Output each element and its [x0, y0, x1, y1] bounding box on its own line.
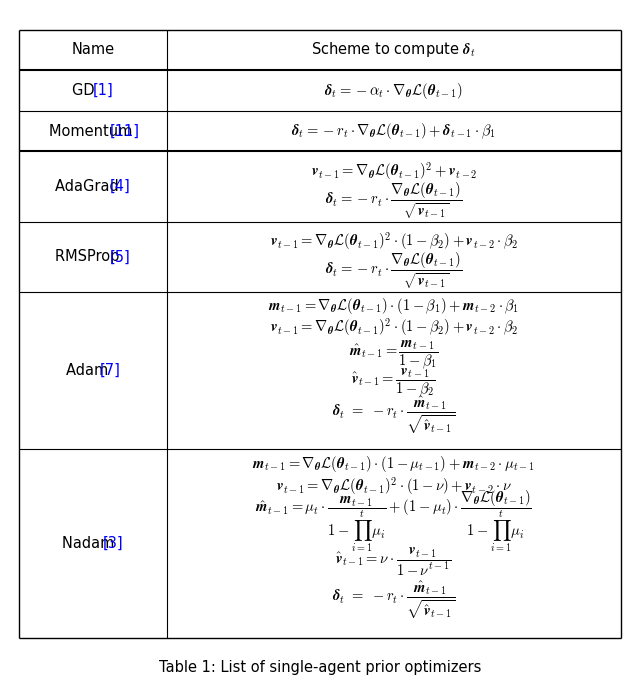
Text: $\boldsymbol{v}_{t-1} = \nabla_{\boldsymbol{\theta}}\mathcal{L}(\boldsymbol{\the: $\boldsymbol{v}_{t-1} = \nabla_{\boldsym…: [310, 160, 477, 182]
Text: $\hat{\boldsymbol{v}}_{t-1} = \nu \cdot \dfrac{\boldsymbol{v}_{t-1}}{1 - \nu^{t-: $\hat{\boldsymbol{v}}_{t-1} = \nu \cdot …: [335, 546, 452, 578]
Text: [1]: [1]: [93, 83, 114, 98]
Text: Scheme to compute $\boldsymbol{\delta}_t$: Scheme to compute $\boldsymbol{\delta}_t…: [311, 41, 476, 59]
Text: AdaGrad: AdaGrad: [56, 179, 124, 194]
Text: $\boldsymbol{m}_{t-1} = \nabla_{\boldsymbol{\theta}}\mathcal{L}(\boldsymbol{\the: $\boldsymbol{m}_{t-1} = \nabla_{\boldsym…: [252, 454, 535, 474]
Text: [11]: [11]: [110, 124, 140, 139]
Text: Table 1: List of single-agent prior optimizers: Table 1: List of single-agent prior opti…: [159, 660, 481, 675]
Text: $\boldsymbol{m}_{t-1} = \nabla_{\boldsymbol{\theta}}\mathcal{L}(\boldsymbol{\the: $\boldsymbol{m}_{t-1} = \nabla_{\boldsym…: [268, 296, 519, 316]
Text: $\hat{\boldsymbol{m}}_{t-1} = \dfrac{\boldsymbol{m}_{t-1}}{1 - \beta_1}$: $\hat{\boldsymbol{m}}_{t-1} = \dfrac{\bo…: [349, 339, 438, 371]
Text: $\boldsymbol{\delta}_t \ = \ -r_t \cdot \dfrac{\hat{\boldsymbol{m}}_{t-1}}{\sqrt: $\boldsymbol{\delta}_t \ = \ -r_t \cdot …: [332, 580, 455, 621]
Text: Name: Name: [71, 43, 115, 57]
Text: $\hat{\boldsymbol{v}}_{t-1} = \dfrac{\boldsymbol{v}_{t-1}}{1 - \beta_2}$: $\hat{\boldsymbol{v}}_{t-1} = \dfrac{\bo…: [351, 366, 436, 399]
Text: Momentum: Momentum: [49, 124, 137, 139]
Text: Adam: Adam: [66, 363, 113, 378]
Text: $\boldsymbol{v}_{t-1} = \nabla_{\boldsymbol{\theta}}\mathcal{L}(\boldsymbol{\the: $\boldsymbol{v}_{t-1} = \nabla_{\boldsym…: [269, 315, 518, 337]
Text: $\boldsymbol{\delta}_t = -\alpha_t \cdot \nabla_{\boldsymbol{\theta}}\mathcal{L}: $\boldsymbol{\delta}_t = -\alpha_t \cdot…: [324, 81, 463, 101]
Text: $\boldsymbol{v}_{t-1} = \nabla_{\boldsymbol{\theta}}\mathcal{L}(\boldsymbol{\the: $\boldsymbol{v}_{t-1} = \nabla_{\boldsym…: [269, 230, 518, 253]
Text: [7]: [7]: [100, 363, 120, 378]
Text: $\boldsymbol{\delta}_t = -r_t \cdot \dfrac{\nabla_{\boldsymbol{\theta}}\mathcal{: $\boldsymbol{\delta}_t = -r_t \cdot \dfr…: [325, 251, 462, 291]
Text: [5]: [5]: [110, 250, 131, 264]
Text: GD: GD: [72, 83, 100, 98]
Text: $\boldsymbol{v}_{t-1} = \nabla_{\boldsymbol{\theta}}\mathcal{L}(\boldsymbol{\the: $\boldsymbol{v}_{t-1} = \nabla_{\boldsym…: [276, 475, 512, 497]
Text: RMSProp: RMSProp: [56, 250, 125, 264]
Text: Nadam: Nadam: [62, 536, 119, 551]
Text: $\hat{\boldsymbol{m}}_{t-1} = \mu_t \cdot \dfrac{\boldsymbol{m}_{t-1}}{1 - \prod: $\hat{\boldsymbol{m}}_{t-1} = \mu_t \cdo…: [255, 489, 532, 555]
Text: $\boldsymbol{\delta}_t = -r_t \cdot \dfrac{\nabla_{\boldsymbol{\theta}}\mathcal{: $\boldsymbol{\delta}_t = -r_t \cdot \dfr…: [325, 181, 462, 221]
Text: [3]: [3]: [103, 536, 124, 551]
Text: $\boldsymbol{\delta}_t = -r_t \cdot \nabla_{\boldsymbol{\theta}}\mathcal{L}(\bol: $\boldsymbol{\delta}_t = -r_t \cdot \nab…: [291, 121, 496, 141]
Text: [4]: [4]: [110, 179, 131, 194]
Text: $\boldsymbol{\delta}_t \ = \ -r_t \cdot \dfrac{\hat{\boldsymbol{m}}_{t-1}}{\sqrt: $\boldsymbol{\delta}_t \ = \ -r_t \cdot …: [332, 395, 455, 436]
